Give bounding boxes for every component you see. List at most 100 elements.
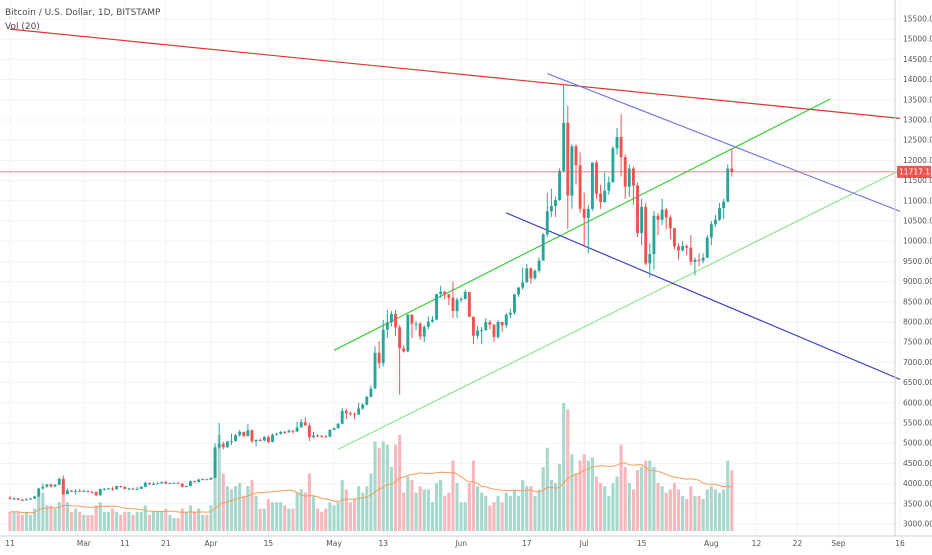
candle-body	[365, 396, 369, 405]
time-tick-label: 12	[752, 539, 762, 548]
volume-bar	[188, 505, 193, 531]
grid	[0, 0, 901, 536]
candle-body	[348, 413, 352, 415]
price-tick-label: 3500.00	[903, 499, 932, 508]
volume-bar	[242, 495, 246, 531]
volume-bar	[172, 518, 176, 531]
candle-body	[541, 234, 545, 261]
volume-bar	[430, 502, 435, 531]
candle-body	[291, 430, 295, 432]
candle-body	[582, 208, 586, 218]
trendline-blue-support[interactable]	[506, 212, 901, 380]
trendline-lower-channel[interactable]	[337, 169, 901, 450]
volume-bar	[389, 467, 393, 531]
price-axis[interactable]: 3000.00 3500.00 4000.00 4500.00 5000.00 5500.…	[894, 0, 932, 536]
volume-bar	[693, 495, 697, 531]
candle-body	[209, 477, 213, 480]
price-tick-label: 6000.00	[903, 398, 932, 407]
volume-bar	[709, 486, 713, 531]
candle-body	[283, 431, 287, 433]
volume-bar	[586, 460, 590, 531]
candle-body	[262, 437, 266, 441]
price-tick-label: 14000.00	[903, 75, 932, 84]
candle-body	[570, 146, 574, 196]
trendline-upper-channel[interactable]	[333, 98, 831, 351]
volume-bar	[660, 486, 664, 531]
candle-body	[160, 481, 164, 484]
candle-body	[189, 481, 192, 487]
volume-bar	[381, 441, 385, 531]
candle-body	[537, 260, 541, 271]
volume-bar	[250, 479, 254, 531]
time-tick-label: 21	[161, 539, 171, 548]
candle-body	[8, 497, 12, 499]
trendline-resistance[interactable]	[9, 28, 901, 119]
candle-body	[143, 482, 147, 487]
volume-bar	[57, 502, 61, 531]
candle-body	[426, 321, 430, 327]
trendline-blue-resistance[interactable]	[547, 72, 901, 212]
volume-bar	[61, 483, 65, 531]
candle-body	[41, 486, 45, 489]
volume-bar	[176, 518, 180, 531]
volume-bar	[480, 492, 484, 531]
volume-bar	[545, 447, 549, 531]
symbol-title[interactable]: Bitcoin / U.S. Dollar, 1D, BITSTAMP	[5, 8, 161, 18]
volume-bar	[352, 499, 357, 531]
volume-bar	[582, 454, 586, 531]
candle-body	[463, 292, 467, 299]
candle-body	[24, 499, 28, 501]
volume-bar	[398, 435, 402, 531]
candle-body	[668, 217, 672, 229]
volume-indicator-label[interactable]: Vol (20)	[5, 22, 40, 32]
candle-body	[701, 257, 705, 261]
volume-bar	[115, 511, 119, 531]
candle-body	[373, 352, 377, 389]
volume-bar	[69, 511, 74, 531]
volume-bar	[94, 505, 98, 531]
volume-bar	[16, 511, 20, 531]
volume-bar	[406, 476, 410, 531]
candle-body	[230, 441, 233, 443]
candle-body	[508, 312, 512, 315]
volume-bar	[558, 463, 562, 531]
volume-bar	[303, 492, 307, 531]
candle-body	[131, 488, 135, 490]
candle-body	[611, 148, 615, 183]
time-axis[interactable]: 11 Mar 11 21 Apr 15 May 13 Jun 17 Jul 15 Aug 12 22 Sep 1…	[0, 535, 932, 548]
volume-bar	[541, 467, 545, 531]
volume-bar	[689, 486, 693, 531]
candle-body	[648, 254, 652, 264]
volume-bar	[168, 515, 172, 531]
candle-body	[714, 219, 717, 225]
candle-body	[447, 294, 451, 298]
candle-body	[504, 314, 508, 326]
volume-bar	[213, 451, 217, 531]
candle-body	[33, 496, 37, 499]
candle-body	[562, 122, 566, 171]
trendlines	[9, 28, 901, 450]
candle-body	[603, 190, 607, 203]
price-tick-label: 12500.00	[903, 136, 932, 145]
volume-bar	[607, 495, 611, 531]
volume-bar	[701, 499, 705, 531]
candle-body	[578, 165, 582, 209]
candle-body	[344, 410, 348, 414]
volume-bar	[20, 515, 24, 531]
candle-body	[545, 211, 549, 235]
candle-body	[135, 488, 139, 490]
candle-body	[340, 410, 344, 424]
candle-body	[398, 327, 402, 349]
volume-bar	[463, 502, 467, 531]
candle-body	[172, 482, 176, 484]
price-tick-label: 6500.00	[903, 378, 932, 387]
volume-bar	[635, 470, 640, 531]
time-tick-label: 11	[120, 539, 130, 548]
volume-bar	[451, 460, 455, 531]
volume-bar	[496, 495, 500, 531]
candle-body	[455, 299, 459, 312]
candle-body	[184, 486, 188, 488]
volume-bar	[82, 515, 86, 531]
volume-bar	[537, 489, 541, 531]
candle-body	[410, 314, 414, 324]
